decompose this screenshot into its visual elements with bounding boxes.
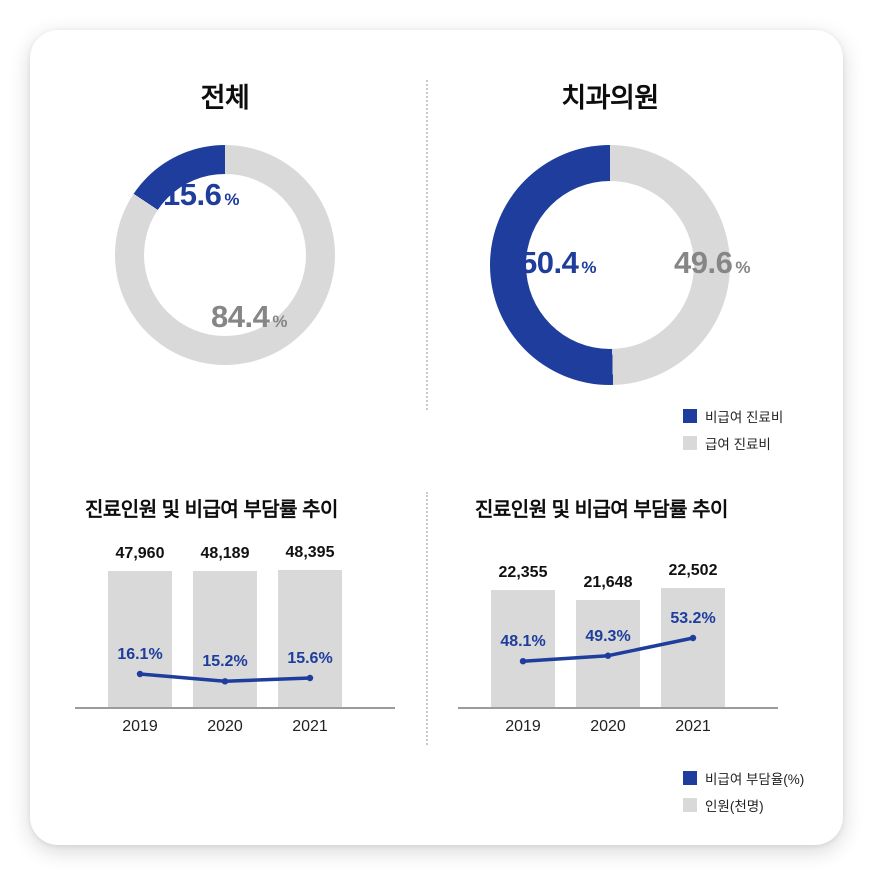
legend-swatch-gray bbox=[683, 436, 697, 450]
percent-sign: % bbox=[224, 190, 240, 209]
stats-card: 전체 치과의원 15.6% 84.4% 50.4% 49.6% 비급여 진료비 … bbox=[30, 30, 843, 845]
trend-chart-dental: 22,355 21,648 22,502 48.1% 49.3% 53.2% 2… bbox=[458, 530, 778, 760]
trend-legend: 비급여 부담율(%) 인원(천명) bbox=[683, 768, 804, 815]
bar-2021 bbox=[278, 570, 342, 707]
line-value-2020: 49.3% bbox=[585, 627, 631, 645]
legend-item-reimb-cost: 급여 진료비 bbox=[683, 433, 783, 453]
line-value-2019: 16.1% bbox=[117, 646, 163, 663]
donut-chart-total: 15.6% 84.4% bbox=[115, 145, 335, 365]
bar-2019 bbox=[108, 571, 172, 707]
panel-title-dental: 치과의원 bbox=[561, 83, 659, 113]
value-number: 15.6 bbox=[163, 177, 222, 212]
value-number: 49.6 bbox=[674, 245, 733, 280]
donut-hole bbox=[526, 181, 694, 349]
bar-2021 bbox=[661, 588, 725, 707]
bar-value-2020: 21,648 bbox=[583, 574, 633, 591]
legend-item-nonreimb-rate: 비급여 부담율(%) bbox=[683, 768, 804, 788]
line-point bbox=[221, 678, 229, 685]
legend-label: 인원(천명) bbox=[705, 799, 764, 814]
donut-total-nonreimb-value: 15.6% bbox=[163, 179, 239, 210]
line-value-2019: 48.1% bbox=[500, 633, 546, 651]
year-label-2020: 2020 bbox=[590, 718, 626, 735]
x-axis bbox=[75, 707, 395, 709]
line-point bbox=[519, 658, 527, 665]
donut-chart-dental: 50.4% 49.6% bbox=[490, 145, 750, 385]
donut-dental-reimb-value: 49.6% bbox=[674, 247, 750, 278]
bar-2019 bbox=[491, 590, 555, 707]
trend-chart-total: 47,960 48,189 48,395 16.1% 15.2% 15.6% 2… bbox=[75, 530, 395, 760]
trend-title-total: 진료인원 및 비급여 부담률 추이 bbox=[85, 499, 338, 521]
legend-label: 비급여 진료비 bbox=[705, 410, 784, 425]
legend-swatch-blue bbox=[683, 771, 697, 785]
legend-label: 급여 진료비 bbox=[705, 437, 771, 452]
year-label-2019: 2019 bbox=[505, 718, 541, 735]
legend-swatch-gray bbox=[683, 798, 697, 812]
legend-label: 비급여 부담율(%) bbox=[705, 772, 805, 787]
value-number: 84.4 bbox=[211, 299, 270, 334]
x-axis bbox=[458, 707, 778, 709]
line-value-2021: 15.6% bbox=[287, 650, 333, 667]
panel-divider-bottom bbox=[426, 492, 428, 745]
donut-hole bbox=[144, 174, 306, 336]
line-point bbox=[136, 670, 144, 678]
year-label-2021: 2021 bbox=[292, 718, 328, 735]
trend-line-svg bbox=[519, 634, 697, 665]
legend-item-nonreimb-cost: 비급여 진료비 bbox=[683, 406, 783, 426]
year-label-2021: 2021 bbox=[675, 718, 711, 735]
trend-line-svg bbox=[136, 670, 314, 685]
legend-swatch-blue bbox=[683, 409, 697, 423]
percent-sign: % bbox=[735, 258, 751, 277]
trend-title-dental: 진료인원 및 비급여 부담률 추이 bbox=[475, 499, 728, 521]
donut-dental-nonreimb-value: 50.4% bbox=[520, 247, 596, 278]
donut-total-reimb-value: 84.4% bbox=[211, 301, 287, 332]
line-point bbox=[604, 652, 612, 659]
bar-value-2019: 47,960 bbox=[115, 545, 165, 563]
line-point bbox=[306, 674, 314, 682]
legend-item-patients: 인원(천명) bbox=[683, 795, 804, 815]
bar-value-2019: 22,355 bbox=[498, 564, 548, 582]
bar-value-2021: 22,502 bbox=[668, 562, 718, 579]
line-value-2021: 53.2% bbox=[670, 610, 716, 627]
percent-sign: % bbox=[272, 312, 288, 331]
percent-sign: % bbox=[581, 258, 597, 277]
bar-value-2020: 48,189 bbox=[200, 544, 250, 562]
value-number: 50.4 bbox=[520, 245, 579, 280]
bar-value-2021: 48,395 bbox=[285, 544, 335, 561]
year-label-2019: 2019 bbox=[122, 718, 158, 735]
panel-divider-top bbox=[426, 80, 428, 410]
line-value-2020: 15.2% bbox=[202, 653, 248, 671]
donut-legend: 비급여 진료비 급여 진료비 bbox=[683, 406, 783, 453]
year-label-2020: 2020 bbox=[207, 718, 243, 735]
line-point bbox=[689, 634, 697, 642]
panel-title-total: 전체 bbox=[200, 83, 250, 113]
